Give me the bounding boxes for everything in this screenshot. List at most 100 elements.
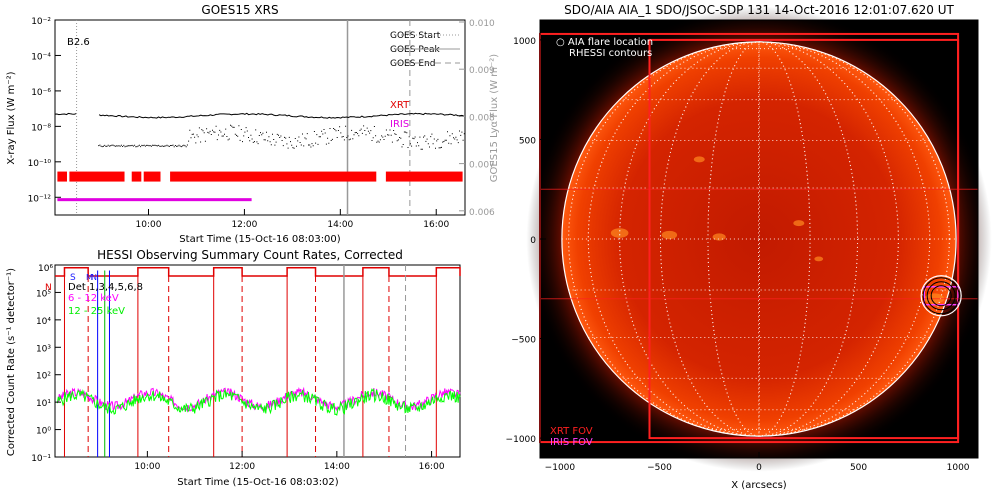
hessi-xlabel: Start Time (15-Oct-16 08:03:02) xyxy=(177,477,338,488)
hessi-top-label: 10⁶ xyxy=(38,264,53,274)
aia-xtick-label: 1000 xyxy=(947,463,970,473)
aia-iris-fov-box xyxy=(923,286,959,306)
goes-plot-frame xyxy=(54,19,466,216)
aia-xtick-label: 500 xyxy=(850,463,867,473)
hessi-xtick-label: 12:00 xyxy=(229,462,255,472)
hessi-night-flag-line xyxy=(55,266,461,277)
goes-ytick-label: 10⁻⁸ xyxy=(31,123,51,133)
aia-xtick-label: −500 xyxy=(647,463,672,473)
goes-iris-segment xyxy=(57,198,252,202)
aia-grid-longitude xyxy=(587,41,931,437)
goes-xlabel: Start Time (15-Oct-16 08:03:00) xyxy=(179,234,340,245)
goes-xrs-long-series xyxy=(54,112,464,119)
hessi-ytick-label: 10³ xyxy=(36,344,51,354)
aia-rhessi-contour xyxy=(930,285,952,307)
aia-ytick-label: −500 xyxy=(511,336,536,346)
hessi-series-12-25kev xyxy=(56,388,461,416)
aia-plot-area xyxy=(526,6,992,472)
goes-y2tick-label: 0.006 xyxy=(469,208,495,218)
goes-xrt-segment xyxy=(385,171,463,182)
goes-flare-class-label: B2.6 xyxy=(67,37,90,48)
aia-active-region xyxy=(712,233,726,241)
aia-legend-flare: ○ AIA flare location xyxy=(556,37,653,48)
goes-xrs-panel: GOES15 XRS 10⁻² 10⁻⁴ 10⁻⁶ 10⁻⁸ 10⁻¹⁰ 10⁻¹² 0.… xyxy=(6,3,500,245)
goes-xrt-segment xyxy=(131,171,142,182)
goes-y-axis: 10⁻² 10⁻⁴ 10⁻⁶ 10⁻⁸ 10⁻¹⁰ 10⁻¹² xyxy=(28,17,61,204)
hessi-xtick-label: 10:00 xyxy=(134,462,160,472)
aia-active-region xyxy=(814,256,824,262)
goes-y2-axis: 0.010 0.009 0.008 0.007 0.006 xyxy=(459,19,495,218)
hessi-ytick-label: 10⁻¹ xyxy=(31,454,51,464)
aia-xtick-label: −1000 xyxy=(545,463,576,473)
aia-active-region xyxy=(793,220,805,227)
hessi-marker-m: M xyxy=(86,273,93,282)
hessi-xtick-label: 14:00 xyxy=(324,462,350,472)
goes-y2tick-label: 0.007 xyxy=(469,161,495,171)
goes-xtick-label: 10:00 xyxy=(136,220,162,230)
goes-plot-area xyxy=(54,20,465,215)
aia-active-region xyxy=(661,230,678,240)
aia-active-region xyxy=(693,156,705,163)
hessi-ytick-label: 10¹ xyxy=(36,399,51,409)
aia-ytick-label: 500 xyxy=(519,136,536,146)
goes-xrt-segment xyxy=(170,171,377,182)
hessi-y-axis: 10⁵ 10⁴ 10³ 10² 10¹ 10⁰ 10⁻¹ xyxy=(31,289,61,464)
aia-rhessi-contour xyxy=(922,277,960,315)
hessi-series-6-12kev xyxy=(57,386,461,413)
aia-limb xyxy=(561,41,957,437)
hessi-title: HESSI Observing Summary Count Rates, Cor… xyxy=(97,248,403,262)
hessi-panel: HESSI Observing Summary Count Rates, Cor… xyxy=(6,248,461,488)
goes-ytick-label: 10⁻¹² xyxy=(28,194,52,204)
goes-xtick-label: 12:00 xyxy=(231,220,257,230)
aia-xrt-fov-label: XRT FOV xyxy=(550,426,593,437)
aia-ytick-label: 0 xyxy=(530,236,536,246)
goes-y2label: GOES15 Lyα Flux (W m⁻²) xyxy=(489,54,500,182)
aia-y-axis: 1000 500 0 −500 −1000 xyxy=(506,37,546,445)
goes-xrt-segment xyxy=(57,171,67,182)
goes-legend-start: GOES Start xyxy=(390,31,441,41)
hessi-legend-6-12: 6 - 12 keV xyxy=(68,293,119,304)
hessi-plot-area xyxy=(55,265,461,457)
hessi-x-axis: 10:00 12:00 14:00 16:00 xyxy=(134,451,445,472)
goes-ytick-label: 10⁻² xyxy=(31,17,51,27)
hessi-flag-n: N xyxy=(45,283,52,293)
aia-grid-longitude xyxy=(758,41,760,437)
hessi-ytick-label: 10⁵ xyxy=(36,289,51,299)
aia-grid-longitude xyxy=(619,41,899,437)
goes-ytick-label: 10⁻⁶ xyxy=(31,88,51,98)
aia-image-panel: SDO/AIA AIA_1 SDO/JSOC-SDP 131 14-Oct-20… xyxy=(506,3,992,491)
goes-legend-peak: GOES Peak xyxy=(390,45,440,55)
hessi-ylabel: Corrected Count Rate (s⁻¹ detector⁻¹) xyxy=(6,268,17,456)
aia-iris-fov-label: IRIS FOV xyxy=(550,437,593,448)
goes-x-axis: 10:00 12:00 14:00 16:00 xyxy=(136,209,449,230)
aia-rhessi-contour xyxy=(926,281,956,311)
aia-ytick-label: 1000 xyxy=(513,37,536,47)
aia-x-axis: −1000 −500 0 500 1000 xyxy=(545,452,970,473)
goes-iris-label: IRIS xyxy=(390,119,409,130)
goes-y2tick-label: 0.008 xyxy=(469,113,495,123)
hessi-legend-det: Det 1,3,4,5,6,8 xyxy=(68,282,143,293)
aia-active-region xyxy=(610,228,629,238)
goes-ytick-label: 10⁻¹⁰ xyxy=(28,159,52,169)
aia-xlabel: X (arcsecs) xyxy=(731,480,787,491)
hessi-flag-s: S xyxy=(70,273,76,283)
goes-xrt-label: XRT xyxy=(390,100,410,111)
hessi-ytick-label: 10⁰ xyxy=(36,427,51,437)
aia-xtick-label: 0 xyxy=(756,463,762,473)
aia-legend-rhessi: RHESSI contours xyxy=(569,48,652,59)
hessi-legend-12-25: 12 - 25 keV xyxy=(68,306,125,317)
hessi-plot-frame xyxy=(54,264,461,458)
goes-ylabel: X-ray Flux (W m⁻²) xyxy=(6,71,17,164)
goes-legend-end: GOES End xyxy=(390,59,435,69)
goes-xrs-short-series xyxy=(98,124,465,150)
hessi-ytick-label: 10² xyxy=(36,372,51,382)
hessi-xtick-label: 16:00 xyxy=(419,462,445,472)
aia-ytick-label: −1000 xyxy=(506,435,537,445)
goes-xrt-segment xyxy=(69,171,125,182)
goes-y2tick-label: 0.009 xyxy=(469,66,495,76)
goes-ytick-label: 10⁻⁴ xyxy=(31,52,51,62)
goes-y2tick-label: 0.010 xyxy=(469,19,495,29)
aia-flare-location-marker xyxy=(920,275,962,317)
